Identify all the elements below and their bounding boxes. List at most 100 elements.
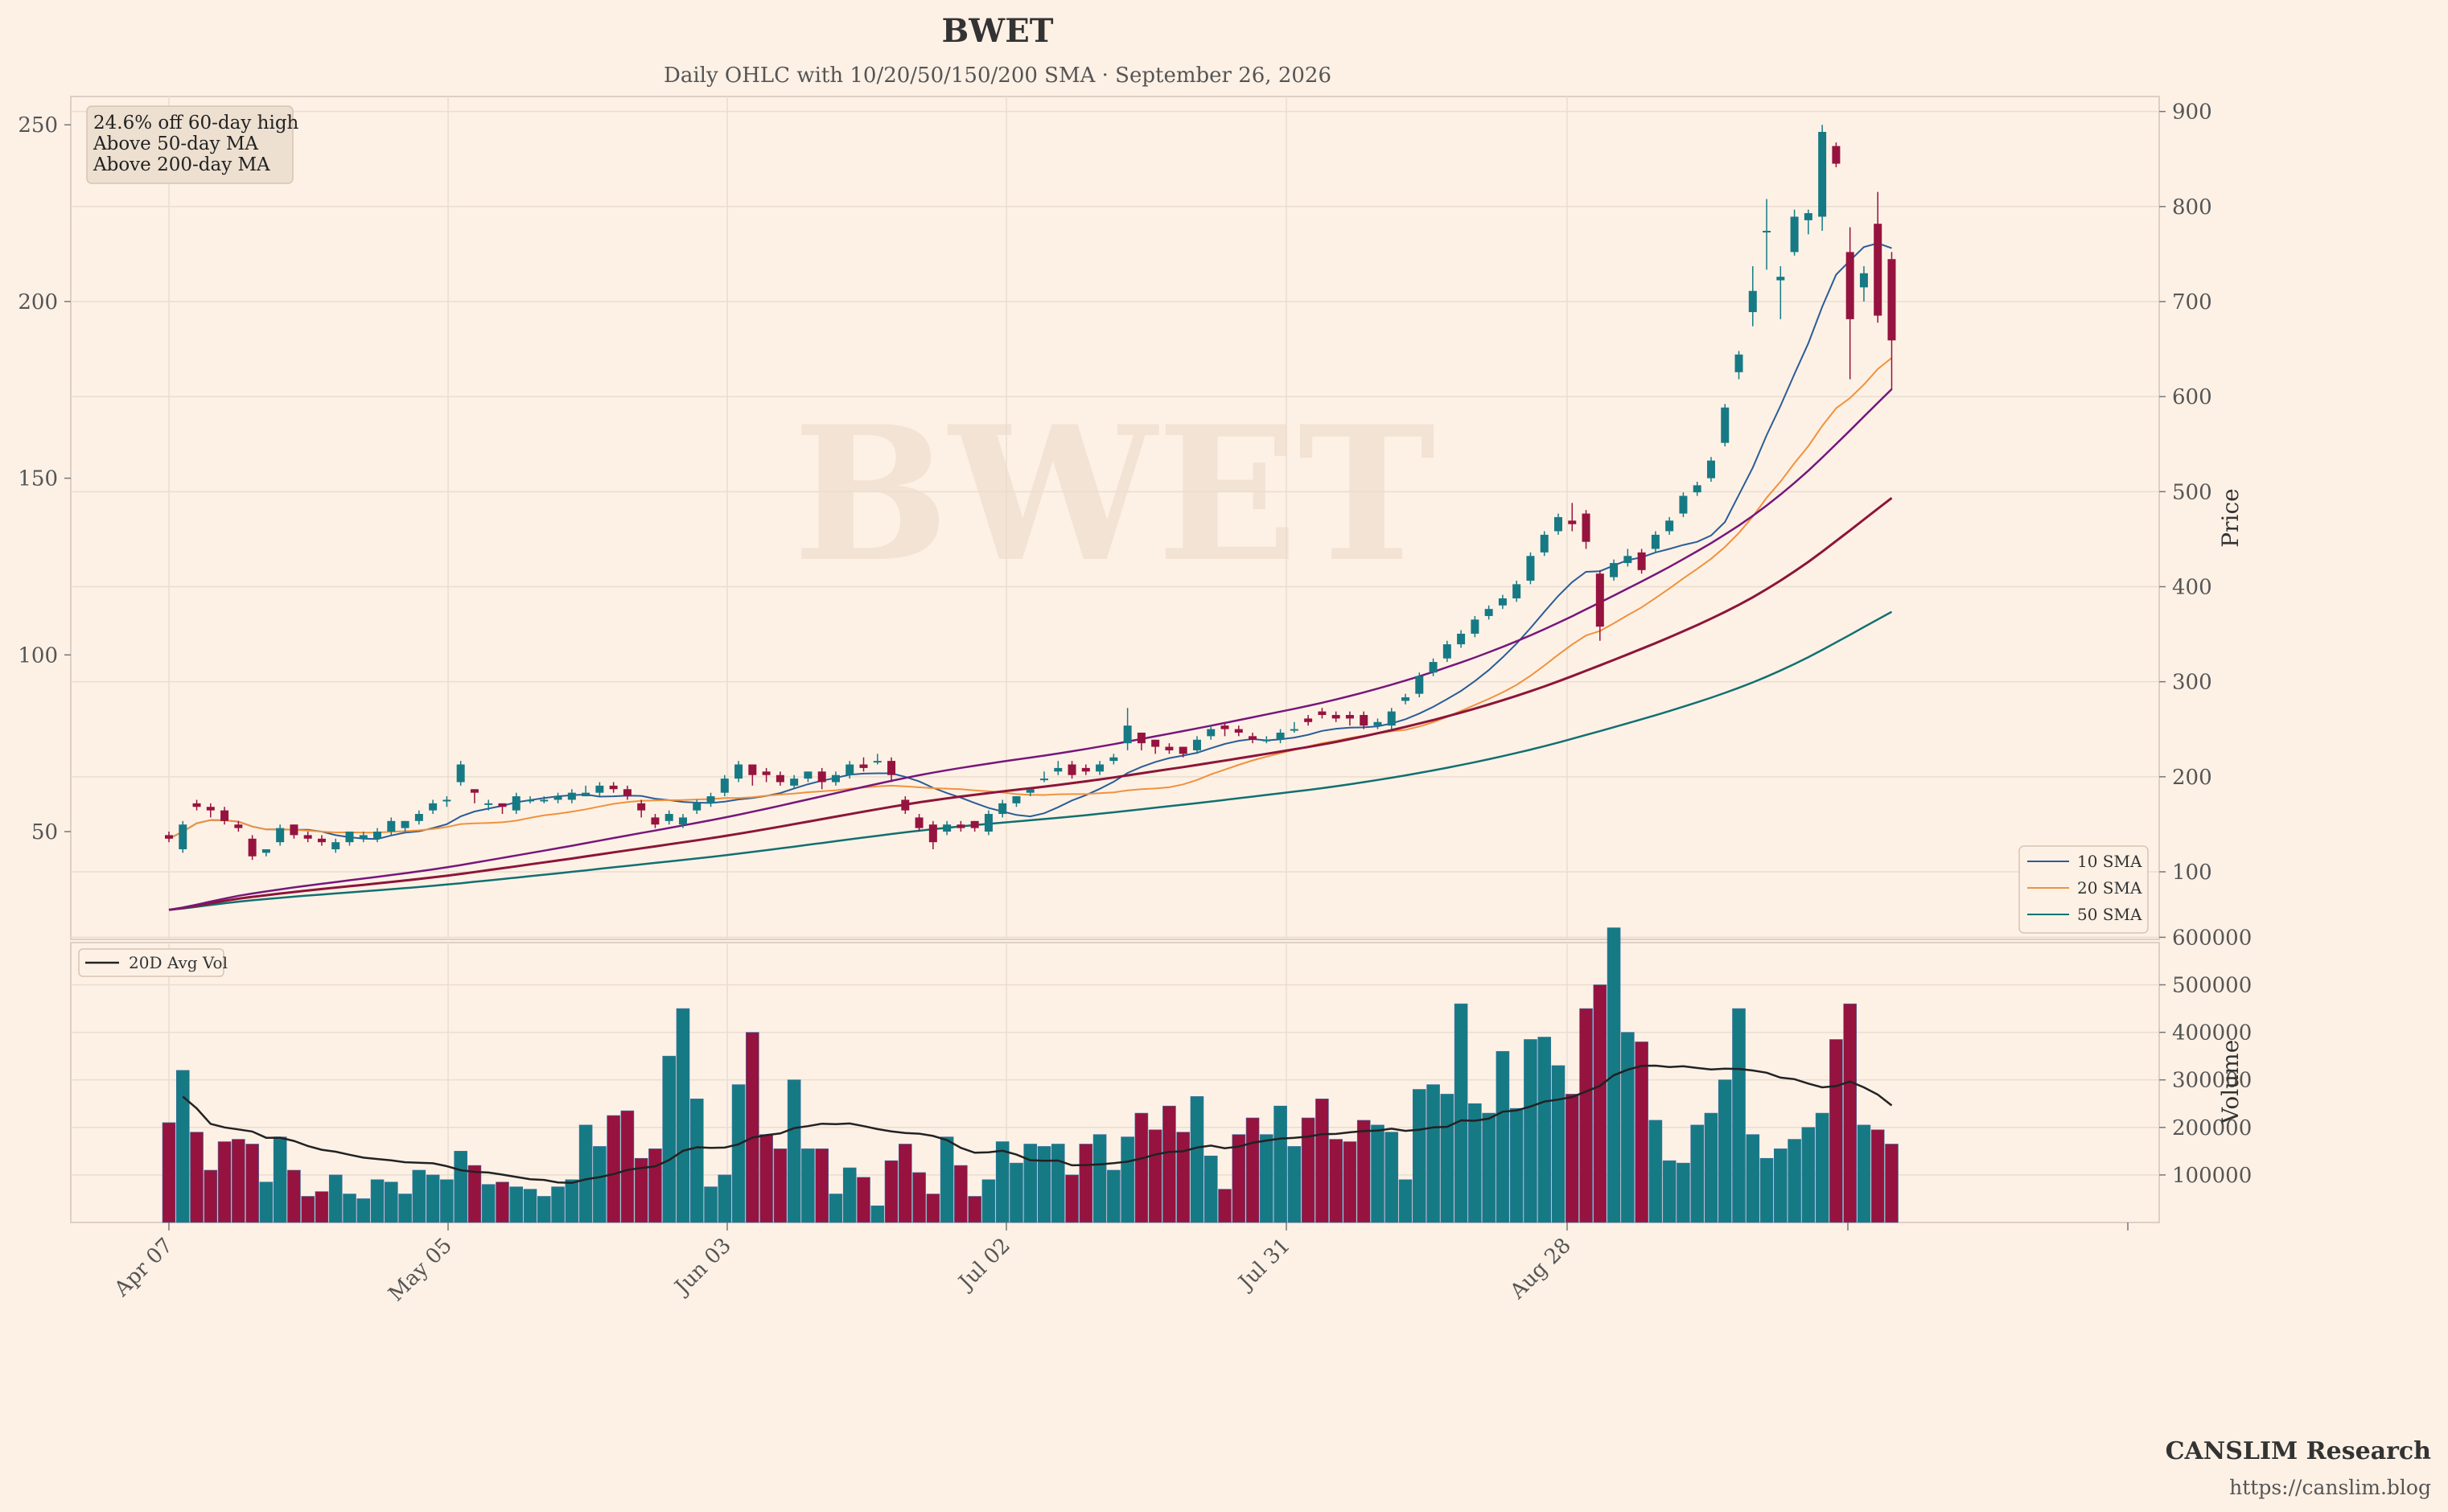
candle-body xyxy=(1721,407,1730,443)
candle-body xyxy=(1706,460,1715,479)
right-price-ticks: 100 200 300 400 500 600 700 800 900 xyxy=(2159,101,2212,885)
candle-body xyxy=(762,771,771,775)
left-tick-label: 200 xyxy=(18,290,58,314)
candle-body xyxy=(442,799,451,802)
volume-bar xyxy=(385,1181,398,1223)
candle-body xyxy=(1568,520,1577,524)
candle-body xyxy=(845,764,854,775)
candle-body xyxy=(1859,273,1868,288)
volume-bar xyxy=(1843,1003,1857,1223)
volume-ticks: 100000 200000 300000 400000 500000 600000 xyxy=(2159,926,2252,1188)
volume-bar xyxy=(1107,1169,1121,1223)
right-tick-label: 900 xyxy=(2172,101,2212,125)
candle-body xyxy=(317,838,326,843)
volume-bar xyxy=(1774,1148,1788,1223)
candle-body xyxy=(623,789,632,797)
volume-bar xyxy=(1801,1127,1816,1223)
candle-body xyxy=(234,824,243,828)
candle-body xyxy=(1012,796,1021,803)
date-ticks: Apr 07 May 05 Jun 03 Jul 02 Jul 31 Aug 28 xyxy=(109,1222,2129,1306)
candle-body xyxy=(943,824,952,832)
volume-bar xyxy=(1690,1124,1704,1223)
candle-body xyxy=(1512,584,1521,598)
volume-bar xyxy=(912,1172,926,1223)
candle-body xyxy=(1165,746,1174,750)
candle-body xyxy=(192,803,201,807)
candle-body xyxy=(1595,573,1604,627)
chart-subtitle: Daily OHLC with 10/20/50/150/200 SMA · S… xyxy=(664,64,1331,88)
candle-body xyxy=(831,774,840,783)
volume-bar xyxy=(689,1099,704,1223)
candle-body xyxy=(1373,721,1382,726)
candle-body xyxy=(595,785,604,793)
volume-bar xyxy=(426,1174,440,1223)
right-tick-label: 400 xyxy=(2172,575,2212,599)
volume-bar xyxy=(746,1032,759,1223)
candle-body xyxy=(1734,354,1743,372)
volume-bar xyxy=(1315,1099,1329,1223)
candle-body xyxy=(1693,485,1701,493)
candle-body xyxy=(1109,757,1118,762)
candle-body xyxy=(1665,520,1674,532)
candle-body xyxy=(901,799,910,811)
candle-body xyxy=(651,817,660,825)
volume-bar xyxy=(481,1184,496,1223)
candle-body xyxy=(664,814,673,821)
candle-body xyxy=(512,796,520,811)
candle-body xyxy=(859,764,868,768)
volume-bar xyxy=(412,1169,426,1223)
volume-bar xyxy=(940,1136,954,1223)
volume-bar xyxy=(1565,1094,1579,1223)
candle-body xyxy=(1151,739,1160,747)
candle-body xyxy=(206,807,215,811)
volume-bar xyxy=(1371,1124,1384,1223)
candle-body xyxy=(1137,732,1146,744)
right-tick-label: 100 xyxy=(2172,861,2212,885)
volume-bar xyxy=(1440,1094,1454,1223)
candle-body xyxy=(290,824,298,836)
volume-bar xyxy=(870,1206,885,1223)
volume-bar xyxy=(815,1148,829,1223)
chart-title: BWET xyxy=(942,12,1054,50)
volume-legend: 20D Avg Vol xyxy=(78,948,228,977)
candle-body xyxy=(817,771,826,783)
date-tick-label: Jul 02 xyxy=(952,1234,1015,1296)
volume-bar xyxy=(1788,1139,1801,1223)
volume-tick-label: 200000 xyxy=(2172,1116,2252,1140)
left-price-ticks: 50 100 150 200 250 xyxy=(18,113,71,844)
left-tick-label: 100 xyxy=(18,643,58,668)
volume-bar xyxy=(328,1174,343,1223)
volume-bar xyxy=(1232,1134,1246,1223)
candle-body xyxy=(1345,714,1354,719)
candle-body xyxy=(1387,711,1396,726)
candle-body xyxy=(609,785,618,790)
volume-bar xyxy=(773,1148,788,1223)
volume-bar xyxy=(1704,1112,1718,1223)
candle-body xyxy=(1887,259,1896,341)
volume-bar xyxy=(1273,1105,1287,1223)
volume-bar xyxy=(1329,1139,1343,1223)
candle-body xyxy=(414,814,423,821)
status-annotation: 24.6% off 60-day high Above 50-day MA Ab… xyxy=(86,105,299,184)
candle-body xyxy=(1401,697,1410,701)
candle-body xyxy=(526,799,535,802)
watermark: BWET xyxy=(792,386,1435,603)
volume-bar xyxy=(1648,1120,1663,1223)
legend-label: 10 SMA xyxy=(2077,852,2142,871)
right-tick-label: 600 xyxy=(2172,385,2212,409)
volume-bar xyxy=(704,1186,718,1223)
left-tick-label: 50 xyxy=(31,820,58,844)
candle-body xyxy=(1484,609,1493,616)
annotation-line: 24.6% off 60-day high xyxy=(93,113,299,134)
volume-bar xyxy=(634,1157,648,1223)
volume-bar xyxy=(1482,1112,1496,1223)
candle-body xyxy=(456,764,465,783)
candle-body xyxy=(693,803,701,811)
volume-bar xyxy=(565,1179,579,1223)
volume-bar xyxy=(1190,1096,1204,1223)
sma-10-line xyxy=(168,242,1892,840)
volume-bar xyxy=(857,1177,870,1223)
candle-body xyxy=(1623,556,1632,564)
volume-bar xyxy=(175,1070,190,1223)
volume-bar xyxy=(398,1194,412,1223)
